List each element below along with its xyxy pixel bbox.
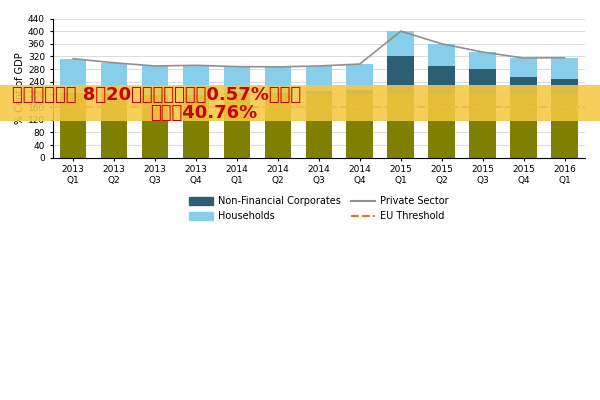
Bar [265,94,291,158]
Bar [142,66,169,95]
Bar [224,94,250,158]
Bar [469,94,496,158]
Bar [346,94,373,158]
Bar [305,66,332,91]
Bar [346,64,373,90]
Bar [142,94,169,95]
Bar [101,94,127,158]
Text: 股票杠杆账户 8月20日华安转帏下跌0.57%，转股: 股票杠杆账户 8月20日华安转帏下跌0.57%，转股 [12,86,301,104]
Bar [142,94,169,158]
Bar [305,94,332,158]
Bar [305,91,332,94]
Bar [510,94,537,158]
Bar [551,79,578,94]
Bar [182,94,209,95]
Bar [428,94,455,158]
Bar [388,94,414,158]
Bar [510,58,537,77]
Bar [428,44,455,66]
Bar [182,94,209,158]
Bar [551,58,578,79]
Bar [265,93,291,94]
Bar [60,93,86,94]
Bar [510,77,537,94]
Text: 溢价率40.76%: 溢价率40.76% [150,104,257,122]
Bar [101,63,127,94]
Bar [469,70,496,94]
Bar [182,65,209,95]
Bar [60,94,86,158]
Bar [346,90,373,94]
Bar [469,52,496,70]
Bar [224,66,250,93]
Bar [388,56,414,94]
Bar [388,31,414,56]
Y-axis label: % Cent of GDP: % Cent of GDP [15,52,25,124]
Bar [60,59,86,93]
Bar [265,67,291,93]
Bar [551,94,578,158]
Legend: Non-Financial Corporates, Households, Private Sector, EU Threshold: Non-Financial Corporates, Households, Pr… [185,192,452,225]
Bar [224,93,250,94]
Bar [428,66,455,94]
